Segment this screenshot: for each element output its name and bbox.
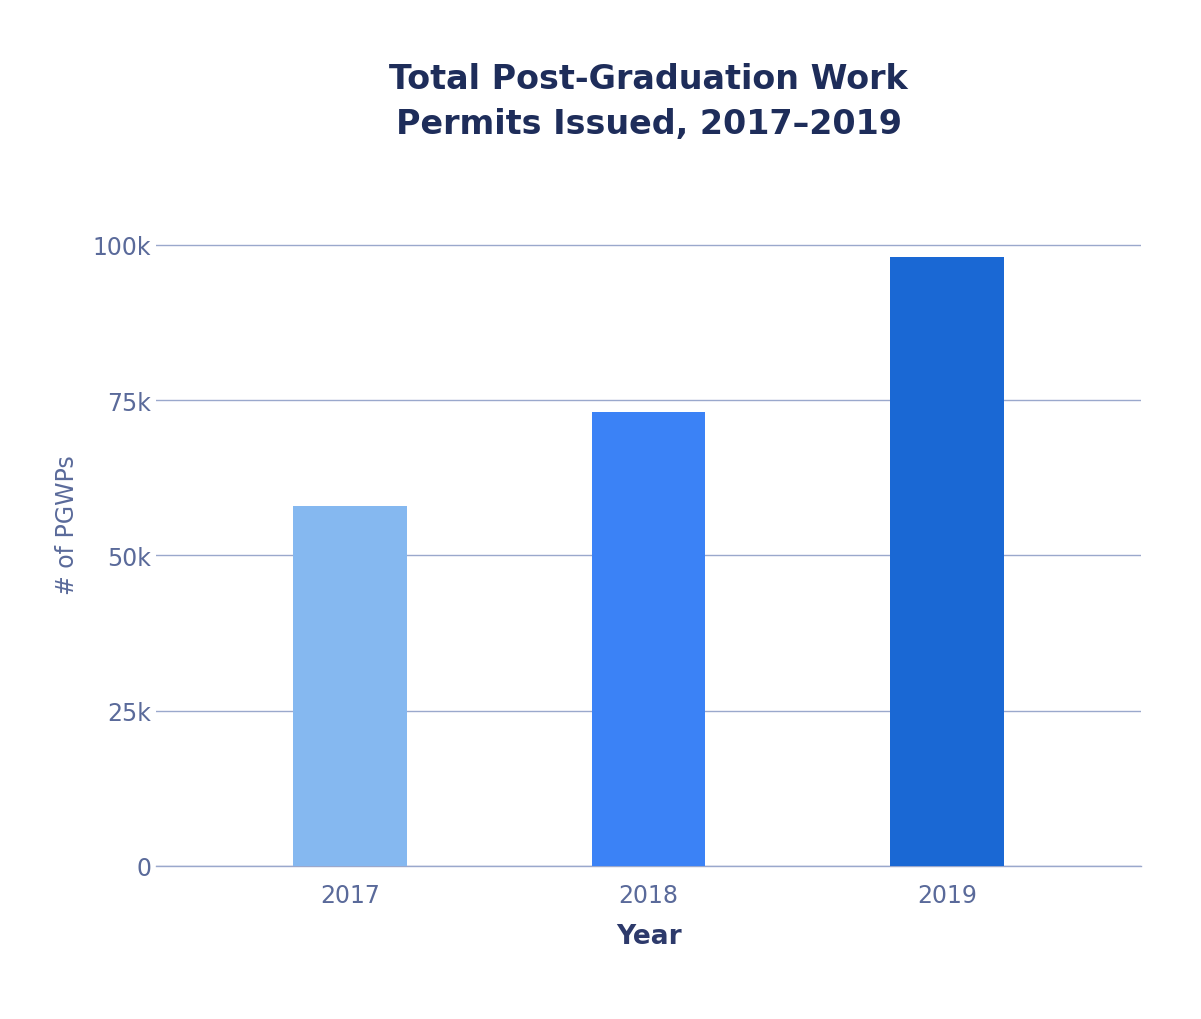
Bar (890, 258, 1004, 866)
X-axis label: Year: Year (616, 923, 681, 950)
Bar (592, 413, 705, 866)
Bar (293, 506, 407, 866)
Text: Total Post-Graduation Work
Permits Issued, 2017–2019: Total Post-Graduation Work Permits Issue… (389, 63, 908, 141)
Y-axis label: # of PGWPs: # of PGWPs (55, 454, 79, 595)
